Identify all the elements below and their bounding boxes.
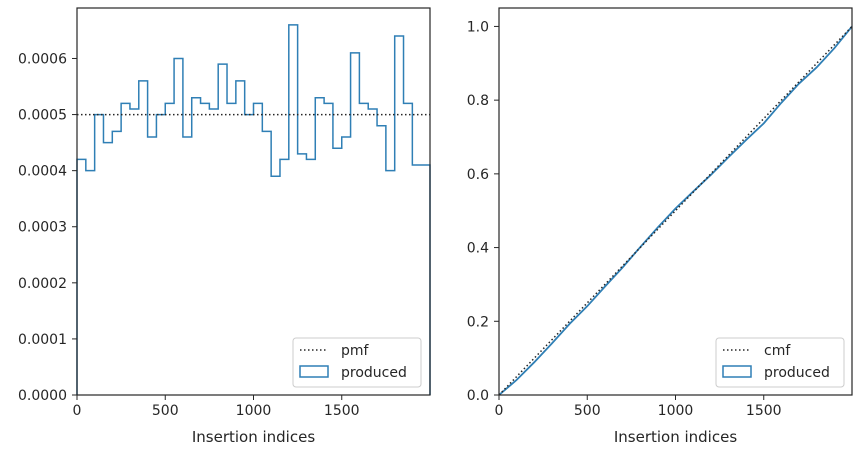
cmf-y-tick-label: 0.8 [467, 93, 489, 109]
pmf-y-tick-label: 0.0001 [18, 332, 67, 348]
pmf-y-tick-label: 0.0000 [18, 388, 67, 404]
cmf-ticks: 0 500 1000 1500 0.0 0.2 0.4 0.6 0.8 1.0 [467, 19, 782, 419]
cmf-legend-produced-swatch [722, 365, 752, 378]
pmf-histogram-marks [76, 24, 431, 395]
cmf-y-tick-label: 0.6 [467, 167, 489, 183]
pmf-legend-produced-swatch [299, 365, 329, 378]
cmf-legend-cmf-label: cmf [764, 343, 791, 359]
cmf-legend-produced-label: produced [764, 365, 830, 381]
pmf-y-tick-label: 0.0006 [18, 51, 67, 67]
pmf-y-tick-label: 0.0003 [18, 220, 67, 236]
pmf-y-tick-label: 0.0004 [18, 164, 67, 180]
pmf-legend-pmf-label: pmf [341, 343, 370, 359]
pmf-legend-produced-label: produced [341, 365, 407, 381]
pmf-y-tick-label: 0.0002 [18, 276, 67, 292]
cmf-y-tick-label: 0.4 [467, 241, 489, 257]
pmf-x-tick-label: 0 [73, 403, 82, 419]
pmf-legend: pmf produced [292, 337, 422, 388]
pmf-ticks: 0 500 1000 1500 0.0000 0.0001 0.0002 0.0003 0.00… [18, 51, 360, 419]
cmf-produced-line [498, 25, 853, 396]
cmf-x-tick-label: 500 [574, 403, 601, 419]
cmf-y-tick-label: 0.2 [467, 314, 489, 330]
cmf-x-axis-label: Insertion indices [614, 428, 737, 446]
pmf-x-tick-label: 1500 [324, 403, 360, 419]
pmf-x-axis-label: Insertion indices [192, 428, 315, 446]
cmf-x-tick-label: 1000 [658, 403, 694, 419]
pmf-y-tick-label: 0.0005 [18, 108, 67, 124]
cmf-y-tick-label: 1.0 [467, 19, 489, 35]
pmf-x-tick-label: 1000 [236, 403, 272, 419]
pmf-histogram-panel: 0 500 1000 1500 0.0000 0.0001 0.0002 0.0003 0.00… [18, 7, 431, 446]
cmf-y-tick-label: 0.0 [467, 388, 489, 404]
cmf-reference-line [498, 25, 853, 396]
cmf-line-marks [498, 25, 853, 396]
cmf-line-panel: 0 500 1000 1500 0.0 0.2 0.4 0.6 0.8 1.0 Insertion… [467, 7, 853, 446]
pmf-x-tick-label: 500 [152, 403, 179, 419]
cmf-legend: cmf produced [715, 337, 845, 388]
cmf-x-tick-label: 0 [495, 403, 504, 419]
cmf-x-tick-label: 1500 [746, 403, 782, 419]
